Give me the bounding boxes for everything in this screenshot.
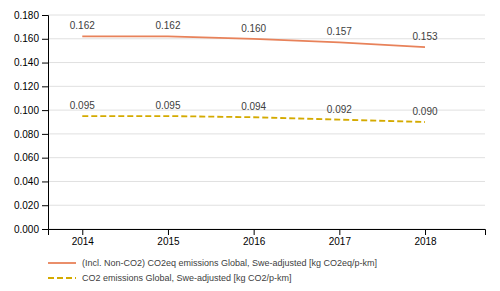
- tick: 0.060: [14, 152, 48, 163]
- grid-line: [48, 205, 485, 206]
- legend-swatch: [48, 277, 76, 279]
- tick-mark: [42, 134, 48, 135]
- grid-line: [48, 86, 485, 87]
- tick-label: 0.040: [14, 176, 39, 187]
- chart: 2014 2015 2016 2017 2018 0.000 0.020 0.040 0.060…: [0, 0, 500, 291]
- legend-label: CO2 emissions Global, Swe-adjusted [kg C…: [82, 273, 292, 283]
- tick-mark: [42, 205, 48, 206]
- tick-mark: [168, 229, 169, 235]
- data-label: 0.095: [70, 100, 95, 111]
- tick-label: 2016: [243, 236, 266, 247]
- y-axis: 0.000 0.020 0.040 0.060 0.080 0.100 0.120 0.140…: [14, 10, 49, 235]
- data-label: 0.090: [413, 106, 438, 117]
- tick: 2017: [329, 229, 352, 247]
- tick-mark: [425, 229, 426, 235]
- tick-label: 0.080: [14, 129, 39, 140]
- tick-label: 0.160: [14, 33, 39, 44]
- legend-item: (Incl. Non-CO2) CO2eq emissions Global, …: [48, 258, 377, 268]
- tick-label: 2017: [329, 236, 352, 247]
- tick-mark: [42, 110, 48, 111]
- grid-line: [48, 181, 485, 182]
- tick: 0.100: [14, 105, 48, 116]
- legend-swatch: [48, 262, 76, 264]
- tick: 0.000: [14, 224, 48, 235]
- tick: 0.020: [14, 200, 48, 211]
- tick-label: 0.020: [14, 200, 39, 211]
- data-label: 0.162: [70, 20, 95, 31]
- tick-mark: [42, 63, 48, 64]
- series-line: [82, 36, 425, 47]
- x-axis: 2014 2015 2016 2017 2018: [49, 229, 486, 247]
- legend: (Incl. Non-CO2) CO2eq emissions Global, …: [48, 258, 377, 283]
- tick-label: 0.180: [14, 10, 39, 21]
- grid: [48, 15, 485, 229]
- grid-line: [48, 157, 485, 158]
- tick-mark: [82, 229, 83, 235]
- tick-label: 2018: [414, 236, 437, 247]
- axis-line: [42, 16, 49, 230]
- tick-label: 0.120: [14, 81, 39, 92]
- data-label: 0.092: [327, 104, 352, 115]
- plot: 2014 2015 2016 2017 2018 0.000 0.020 0.040 0.060…: [14, 10, 486, 247]
- tick-mark: [42, 15, 48, 16]
- tick-mark: [42, 158, 48, 159]
- tick: 2015: [157, 229, 180, 247]
- tick-mark: [42, 181, 48, 182]
- grid-line: [48, 62, 485, 63]
- series-line: [82, 116, 425, 122]
- tick: 0.080: [14, 129, 48, 140]
- data-label: 0.094: [241, 101, 266, 112]
- tick-label: 0.140: [14, 57, 39, 68]
- tick-label: 2015: [157, 236, 180, 247]
- legend-label: (Incl. Non-CO2) CO2eq emissions Global, …: [82, 258, 377, 268]
- data-label: 0.153: [413, 31, 438, 42]
- tick-mark: [42, 86, 48, 87]
- tick-mark: [339, 229, 340, 235]
- tick: 2018: [414, 229, 437, 247]
- tick: 0.040: [14, 176, 48, 187]
- tick-mark: [254, 229, 255, 235]
- legend-item: CO2 emissions Global, Swe-adjusted [kg C…: [48, 273, 292, 283]
- tick: 0.180: [14, 10, 48, 21]
- axis-line: [49, 230, 486, 236]
- grid-line: [48, 133, 485, 134]
- data-label: 0.160: [241, 23, 266, 34]
- tick: 0.160: [14, 33, 48, 44]
- tick: 2014: [72, 229, 95, 247]
- tick-label: 2014: [72, 236, 95, 247]
- tick-mark: [42, 229, 48, 230]
- data-label: 0.095: [155, 100, 180, 111]
- grid-line: [48, 15, 485, 16]
- data-label: 0.157: [327, 26, 352, 37]
- tick-label: 0.100: [14, 105, 39, 116]
- data-labels: 0.162 0.162 0.160 0.157 0.153 0.095 0.095 0.094…: [70, 20, 438, 117]
- tick-mark: [42, 39, 48, 40]
- tick: 2016: [243, 229, 266, 247]
- data-label: 0.162: [155, 20, 180, 31]
- tick: 0.140: [14, 57, 48, 68]
- tick-label: 0.000: [14, 224, 39, 235]
- tick-label: 0.060: [14, 152, 39, 163]
- series-group: [82, 36, 425, 122]
- tick: 0.120: [14, 81, 48, 92]
